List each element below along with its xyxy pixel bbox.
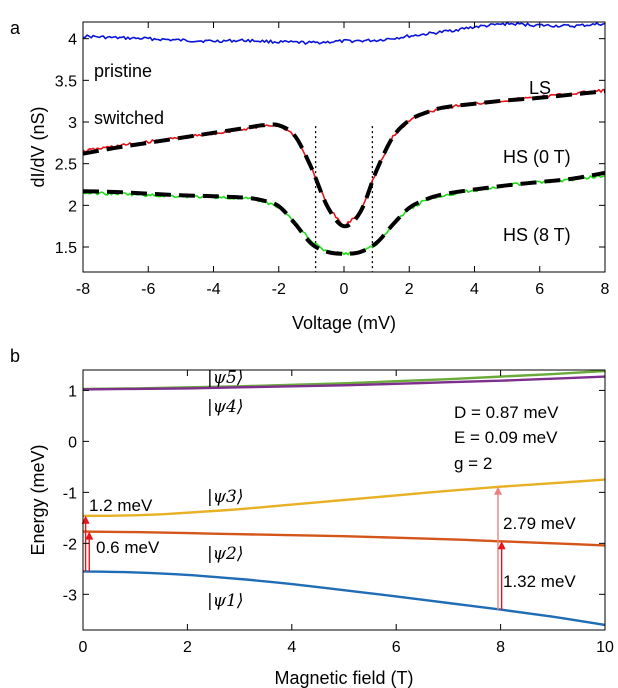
state-label-psi4: |ψ4⟩: [207, 397, 244, 417]
transition-arrow-1-2-mev: [81, 515, 90, 572]
panel-b-xtick-label: 10: [596, 639, 614, 656]
panel-a-ytick-label: 3: [68, 115, 77, 132]
panel-a-ytick-label: 2: [68, 198, 77, 215]
param-e: E = 0.09 meV: [454, 428, 558, 447]
panel-b-xtick-label: 2: [183, 639, 192, 656]
panel-b: b 0 2 4 6 8 10 -3 -2 -1 0 1 Magnetic field (T) Ene…: [10, 346, 614, 688]
level-3-line: [82, 478, 606, 518]
label-pristine: pristine: [94, 61, 152, 81]
panel-a-series: [82, 21, 606, 272]
panel-a-ticks: -8 -6 -4 -2 0 2 4 6 8 1.5 2 2.5 3 3.5 4: [55, 22, 610, 298]
panel-b-ticks: 0 2 4 6 8 10 -3 -2 -1 0 1: [63, 370, 614, 656]
panel-label-a: a: [10, 18, 21, 38]
transition-arrow-0-6-mev: [85, 531, 94, 572]
label-ls: LS: [529, 78, 551, 98]
state-label-psi1: |ψ1⟩: [207, 591, 244, 611]
transition-arrow-2-79-mev: [493, 486, 502, 610]
panel-a-xtick-label: -6: [141, 281, 155, 298]
panel-b-ylabel: Energy (meV): [28, 444, 48, 555]
panel-a-ytick-label: 4: [68, 32, 77, 49]
panel-b-ytick-label: 1: [68, 383, 77, 400]
panel-a-ytick-label: 1.5: [55, 240, 77, 257]
panel-a-xlabel: Voltage (mV): [292, 313, 396, 333]
level-4-line: [82, 375, 606, 391]
transition-arrow-head: [493, 486, 502, 495]
panel-b-xlabel: Magnetic field (T): [274, 668, 413, 688]
transition-arrow-head: [81, 515, 90, 524]
transition-label-2-79: 2.79 meV: [503, 514, 576, 533]
label-hs-0t: HS (0 T): [503, 147, 571, 167]
panel-b-series: [82, 369, 606, 627]
param-d: D = 0.87 meV: [454, 403, 559, 422]
panel-b-xtick-label: 4: [287, 639, 296, 656]
series-fit-8-t-line: [82, 170, 606, 256]
panel-a-ytick-label: 2.5: [55, 157, 77, 174]
panel-b-axes-box: [82, 369, 606, 631]
panel-a-xtick-label: 6: [535, 281, 544, 298]
panel-a-xtick-label: -4: [206, 281, 220, 298]
panel-a-ytick-label: 3.5: [55, 73, 77, 90]
panel-a-xtick-label: 4: [470, 281, 479, 298]
panel-a-ylabel: dI/dV (nS): [28, 106, 48, 187]
label-hs-8t: HS (8 T): [503, 225, 571, 245]
series-fit-0-t-line: [82, 89, 606, 229]
panel-b-xtick-label: 8: [496, 639, 505, 656]
label-switched: switched: [94, 108, 164, 128]
transition-label-0-6: 0.6 meV: [96, 538, 160, 557]
state-label-psi2: |ψ2⟩: [207, 544, 244, 564]
panel-b-xtick-label: 6: [392, 639, 401, 656]
panel-a-axes-box: [82, 21, 606, 273]
panel-a-xtick-label: 0: [340, 281, 349, 298]
panel-b-ytick-label: 0: [68, 434, 77, 451]
panel-b-ytick-label: -3: [63, 587, 77, 604]
panel-b-transitions: [81, 486, 506, 610]
panel-a-xtick-label: 8: [601, 281, 610, 298]
transition-label-1-2: 1.2 meV: [89, 496, 153, 515]
transition-label-1-32: 1.32 meV: [503, 572, 576, 591]
transition-arrow-head: [497, 541, 506, 550]
panel-a: a -8 -6 -4 -2 0 2 4 6 8 1.5 2 2.5 3 3.5 4 Voltage (mV)…: [10, 18, 610, 333]
transition-arrow-1-32-mev: [497, 541, 506, 610]
panel-b-xtick-label: 0: [79, 639, 88, 656]
state-label-psi5: |ψ5⟩: [207, 368, 244, 388]
panel-label-b: b: [10, 346, 20, 366]
panel-b-ytick-label: -1: [63, 485, 77, 502]
series-ls-line: [82, 21, 606, 45]
panel-a-xtick-label: -2: [272, 281, 286, 298]
level-2-line: [82, 530, 606, 547]
panel-b-ytick-label: -2: [63, 536, 77, 553]
panel-a-xtick-label: 2: [405, 281, 414, 298]
state-label-psi3: |ψ3⟩: [207, 487, 244, 507]
param-g: g = 2: [454, 454, 492, 473]
level-1-line: [82, 570, 606, 627]
panel-a-xtick-label: -8: [76, 281, 90, 298]
transition-arrow-head: [85, 531, 94, 540]
